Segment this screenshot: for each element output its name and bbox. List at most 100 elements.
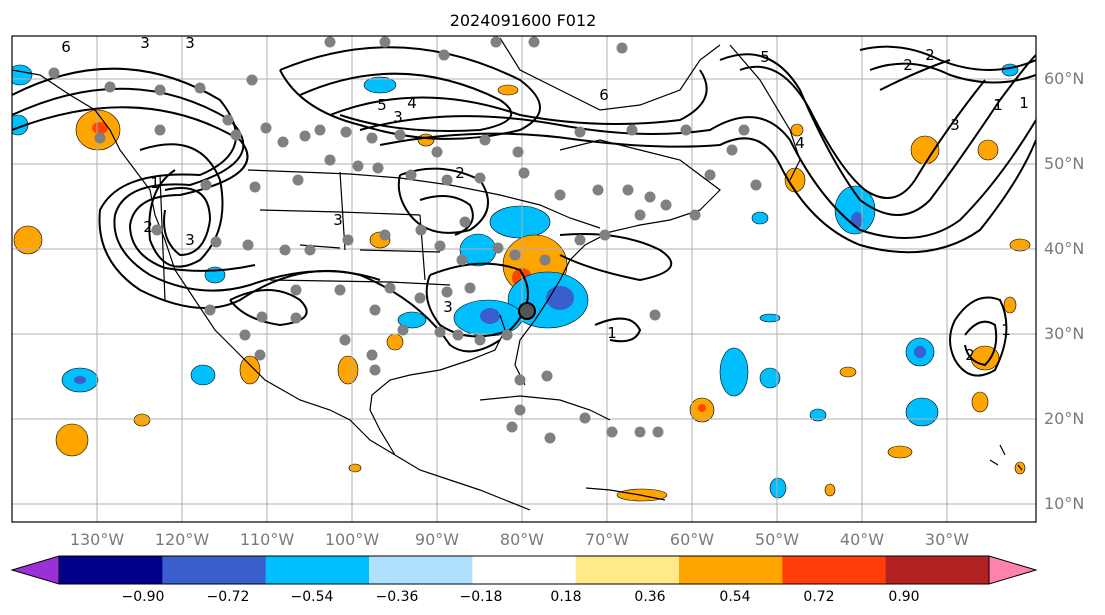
- station-dot: [574, 234, 586, 246]
- station-dot: [652, 426, 664, 438]
- anomaly-patch: [759, 367, 781, 389]
- station-dot: [366, 132, 378, 144]
- anomaly-patch: [190, 364, 216, 386]
- colorbar-segment: [162, 556, 267, 584]
- contour-label: 2: [903, 56, 913, 74]
- lon-label: 70°W: [585, 530, 629, 549]
- station-dot: [459, 216, 471, 228]
- contour-label: 3: [950, 116, 960, 134]
- station-dot: [154, 84, 166, 96]
- station-dot: [194, 82, 206, 94]
- contour-label: 2: [143, 218, 153, 236]
- station-dot: [394, 129, 406, 141]
- station-dot: [541, 370, 553, 382]
- colorbar-segment: [885, 556, 990, 584]
- storm-center-marker: [518, 302, 536, 320]
- colorbar-segment: [265, 556, 370, 584]
- latitude-labels: 60°N 50°N 40°N 30°N 20°N 10°N: [1044, 69, 1084, 513]
- station-dot: [230, 129, 242, 141]
- graticule: [12, 36, 1036, 522]
- lon-label: 110°W: [240, 530, 295, 549]
- lat-label: 50°N: [1044, 154, 1084, 173]
- contour-label: 1: [150, 174, 160, 192]
- colorbar-max-arrow: [988, 555, 1038, 585]
- anomaly-patch: [497, 84, 519, 96]
- station-dot: [222, 114, 234, 126]
- station-dot: [397, 324, 409, 336]
- lon-label: 40°W: [840, 530, 884, 549]
- anomaly-patch: [489, 205, 551, 239]
- lon-label: 30°W: [925, 530, 969, 549]
- contour-label: 3: [333, 211, 343, 229]
- station-dot: [689, 209, 701, 221]
- station-dot: [290, 312, 302, 324]
- colorbar-segment: [59, 556, 163, 584]
- contour-label: 1: [1001, 321, 1011, 339]
- station-dot: [518, 167, 530, 179]
- colorbar-segment: [575, 556, 680, 584]
- station-dot: [464, 282, 476, 294]
- contour-labels: 6 3 3 1 2 3 4 5 6 3 2 1 3 2 1 3 4 5 1 1 …: [61, 36, 1029, 364]
- station-dot: [104, 81, 116, 93]
- station-dot: [304, 244, 316, 256]
- anomaly-patch: [971, 391, 989, 413]
- lon-label: 90°W: [415, 530, 459, 549]
- station-dot: [414, 292, 426, 304]
- anomaly-patch: [914, 346, 926, 358]
- contour-label: 4: [795, 134, 805, 152]
- station-dot: [94, 132, 106, 144]
- anomaly-patch: [386, 333, 404, 351]
- station-dot: [649, 309, 661, 321]
- station-dot: [528, 36, 540, 48]
- station-dot: [277, 136, 289, 148]
- anomaly-patch: [977, 139, 999, 161]
- station-dot: [352, 160, 364, 172]
- colorbar-tick-label: −0.54: [291, 589, 334, 605]
- lat-label: 40°N: [1044, 239, 1084, 258]
- station-dot: [441, 286, 453, 298]
- lat-label: 10°N: [1044, 494, 1084, 513]
- station-dot: [369, 364, 381, 376]
- station-dot: [539, 254, 551, 266]
- station-dot: [334, 284, 346, 296]
- station-dot: [750, 179, 762, 191]
- anomaly-patch: [74, 376, 86, 384]
- colorbar: [10, 555, 1038, 585]
- station-dot: [726, 144, 738, 156]
- colorbar-tick-label: −0.18: [460, 589, 503, 605]
- map-frame: [11, 35, 1037, 523]
- station-dot: [514, 374, 526, 386]
- station-dot: [704, 169, 716, 181]
- anomaly-patch: [92, 122, 108, 134]
- longitude-labels: 130°W 120°W 110°W 100°W 90°W 80°W 70°W 6…: [70, 530, 969, 549]
- anomaly-patch: [851, 212, 863, 228]
- colorbar-frame: [58, 555, 990, 585]
- anomaly-patch: [363, 76, 397, 94]
- station-dot: [501, 329, 513, 341]
- station-dot: [339, 334, 351, 346]
- lat-label: 30°N: [1044, 324, 1084, 343]
- anomaly-shading: [12, 63, 1031, 502]
- contour-label: 1: [1019, 94, 1029, 112]
- station-dot: [634, 209, 646, 221]
- colorbar-tick-label: 0.90: [888, 589, 919, 605]
- colorbar-segment: [679, 556, 783, 584]
- station-dot: [474, 172, 486, 184]
- station-dot: [324, 36, 336, 48]
- colorbar-tick-label: 0.36: [634, 589, 665, 605]
- anomaly-patch: [751, 211, 769, 225]
- station-dot: [314, 124, 326, 136]
- anomaly-patch: [839, 366, 857, 378]
- station-dot: [299, 130, 311, 142]
- station-dot: [379, 36, 391, 48]
- station-dot: [514, 404, 526, 416]
- lon-label: 100°W: [325, 530, 380, 549]
- anomaly-patch: [348, 463, 362, 473]
- station-dot: [256, 311, 268, 323]
- anomaly-patch: [546, 286, 574, 310]
- anomaly-patch: [790, 123, 804, 137]
- lon-label: 130°W: [70, 530, 125, 549]
- contour-label: 2: [455, 164, 465, 182]
- station-dot: [452, 329, 464, 341]
- station-dot: [249, 181, 261, 193]
